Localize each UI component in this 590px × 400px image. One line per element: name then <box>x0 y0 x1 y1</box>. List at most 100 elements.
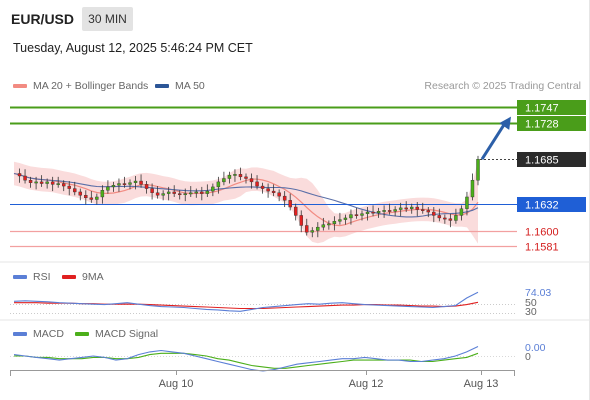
arrow-shaft <box>480 120 508 161</box>
candle-bearish <box>28 179 33 183</box>
candle-bearish <box>448 218 453 221</box>
candle-bullish <box>365 211 370 214</box>
candle-bearish <box>371 211 375 214</box>
candle-bullish <box>227 174 232 179</box>
candle-bullish <box>470 179 475 198</box>
legend-rsi-label: RSI <box>33 271 51 283</box>
candle-bullish <box>454 215 458 221</box>
candle-bullish <box>233 174 237 176</box>
candle-bullish <box>316 226 320 231</box>
candle-bullish <box>100 190 105 198</box>
candle-bearish <box>293 206 298 216</box>
rsi-tick-label: 30 <box>525 306 537 318</box>
candle-bullish <box>189 192 193 195</box>
candle-bearish <box>244 176 248 179</box>
candle-bullish <box>465 196 469 209</box>
level-label-1.1600: 1.1600 <box>525 227 559 239</box>
candle-bullish <box>332 221 337 225</box>
candle-bullish <box>327 223 331 226</box>
macd-zero-label: 0 <box>525 351 531 363</box>
arrow-head <box>499 116 511 130</box>
legend-rsi-swatch <box>13 275 27 280</box>
legend-macd-swatch <box>13 332 27 337</box>
candle-bearish <box>150 188 154 193</box>
legend-ma20-label: MA 20 + Bollinger Bands <box>33 80 149 92</box>
candle-bearish <box>122 183 127 185</box>
interval-badge[interactable]: 30 MIN <box>82 7 133 31</box>
current-price-box <box>517 152 586 167</box>
candle-bullish <box>222 178 226 183</box>
candle-bearish <box>172 191 176 194</box>
candle-bearish <box>288 200 292 208</box>
macd-value-label: 0.00 <box>525 342 546 354</box>
candle-bullish <box>95 196 99 200</box>
level-label-box-1.1728 <box>517 116 586 131</box>
candle-bearish <box>200 191 204 194</box>
candle-bearish <box>260 185 265 189</box>
candle-bullish <box>398 207 403 210</box>
level-labels: 1.1747 1.1728 1.1632 1.1600 1.1581 1.1685 <box>517 100 586 254</box>
candle-bullish <box>205 190 210 194</box>
legend-ma20-swatch <box>13 84 27 89</box>
chart-datetime: Tuesday, August 12, 2025 5:46:24 PM CET <box>13 41 253 55</box>
candle-bullish <box>349 214 353 219</box>
legend-macd: MACD <box>13 328 64 340</box>
candle-bearish <box>299 215 303 226</box>
candle-bearish <box>432 211 436 216</box>
candle-bullish <box>117 183 121 186</box>
macd-panel: 0.000 <box>10 342 546 372</box>
price-levels <box>10 106 517 248</box>
candle-bullish <box>211 186 215 192</box>
legend-ma50-swatch <box>155 84 169 89</box>
candle-bearish <box>73 188 77 193</box>
level-label-1.1728: 1.1728 <box>525 119 559 131</box>
candle-bearish <box>249 178 254 183</box>
legend-ma50: MA 50 <box>155 80 205 92</box>
candle-bearish <box>277 192 281 197</box>
level-label-1.1581: 1.1581 <box>525 242 559 254</box>
projection-arrow <box>480 116 511 161</box>
candle-bearish <box>255 181 259 187</box>
candle-bearish <box>61 183 66 187</box>
legend-ma50-label: MA 50 <box>175 80 205 92</box>
rsi-tick-label: 74.03 <box>525 287 551 299</box>
candle-bearish <box>89 197 94 200</box>
candle-bullish <box>459 208 464 216</box>
candle-bullish <box>476 159 480 181</box>
candle-bullish <box>133 180 138 183</box>
candle-bearish <box>266 188 270 192</box>
candle-bullish <box>343 217 348 220</box>
candle-bearish <box>139 180 143 185</box>
candle-bearish <box>50 181 55 185</box>
copyright-text: Research © 2025 Trading Central <box>424 80 581 92</box>
candle-bearish <box>238 174 243 178</box>
candle-bearish <box>387 210 392 212</box>
candle-bearish <box>271 190 276 193</box>
legend-macd-signal-label: MACD Signal <box>95 328 159 340</box>
candle-bearish <box>354 214 359 216</box>
candle-bearish <box>421 209 425 211</box>
candle-bearish <box>177 193 182 196</box>
symbol-title: EUR/USD <box>11 11 75 27</box>
candle-bullish <box>45 181 49 184</box>
level-label-box-1.1632 <box>517 197 586 212</box>
candle-bullish <box>166 191 171 194</box>
legend-macd-signal: MACD Signal <box>75 328 158 340</box>
candle-bullish <box>194 191 199 194</box>
candle-bearish <box>23 175 27 181</box>
level-label-1.1632: 1.1632 <box>525 200 559 212</box>
candle-bullish <box>360 213 364 216</box>
candle-bearish <box>443 217 447 220</box>
rsi-tick-label: 50 <box>525 297 537 309</box>
rsi-line <box>13 291 479 312</box>
candle-bearish <box>305 225 309 233</box>
candle-bullish <box>382 210 386 212</box>
candle-bearish <box>426 210 431 213</box>
candle-bearish <box>415 206 419 210</box>
x-tick-label: Aug 10 <box>159 378 194 390</box>
candle-bullish <box>393 209 397 212</box>
candle-bullish <box>128 182 132 185</box>
legend-ma20: MA 20 + Bollinger Bands <box>13 80 148 92</box>
